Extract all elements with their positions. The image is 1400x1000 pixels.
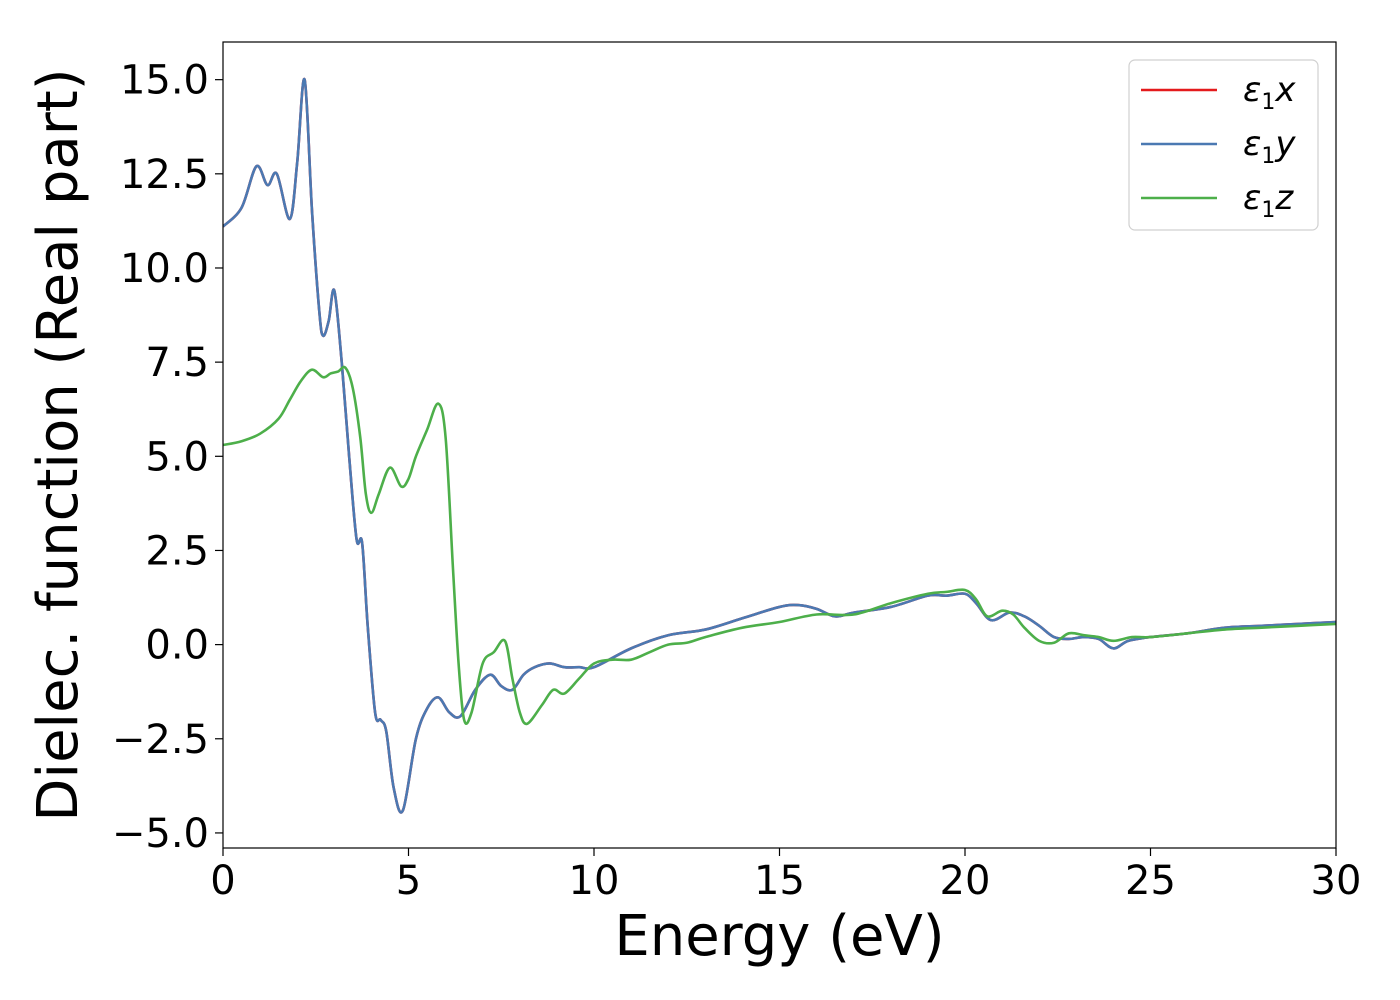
x-tick-label: 10 — [569, 858, 620, 904]
y-tick-label: 7.5 — [145, 340, 209, 386]
legend: ε1x ε1y ε1z — [1128, 59, 1319, 231]
x-tick-label: 20 — [940, 858, 991, 904]
y-tick-label: 10.0 — [120, 246, 209, 292]
y-tick-label: 5.0 — [145, 434, 209, 480]
y-tick-label: 12.5 — [120, 152, 209, 198]
legend-label-2: ε1y — [1243, 124, 1296, 169]
y-tick-label: −5.0 — [112, 811, 209, 857]
legend-box — [1128, 59, 1319, 231]
x-axis-ticks: 0 5 10 15 20 25 30 — [210, 848, 1361, 904]
x-tick-label: 30 — [1311, 858, 1362, 904]
legend-label-1: ε1x — [1243, 70, 1296, 115]
x-tick-label: 5 — [396, 858, 421, 904]
x-axis-title: Energy (eV) — [614, 904, 944, 969]
y-tick-label: 15.0 — [120, 58, 209, 104]
x-tick-label: 15 — [754, 858, 805, 904]
series-line-2 — [223, 78, 1336, 814]
x-tick-label: 25 — [1125, 858, 1176, 904]
legend-label-3: ε1z — [1243, 178, 1294, 223]
y-tick-label: −2.5 — [112, 717, 209, 763]
y-axis-title: Dielec. function (Real part) — [26, 68, 91, 821]
y-axis-ticks: −5.0 −2.5 0.0 2.5 5.0 7.5 10.0 12.5 15.0 — [112, 58, 223, 857]
y-tick-label: 2.5 — [145, 528, 209, 574]
y-tick-label: 0.0 — [145, 623, 209, 669]
x-tick-label: 0 — [210, 858, 235, 904]
plot-lines — [223, 78, 1336, 814]
series-line-3 — [223, 365, 1336, 726]
